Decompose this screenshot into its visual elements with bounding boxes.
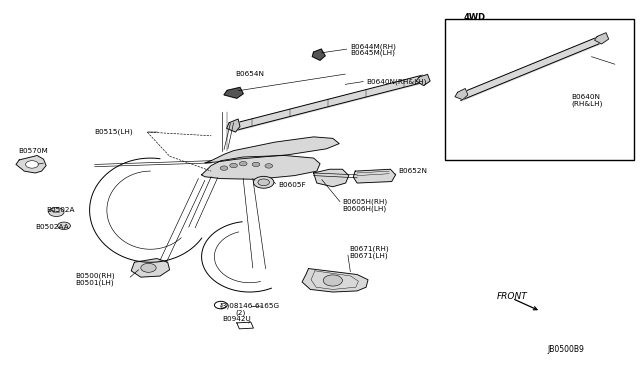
Text: 4WD: 4WD bbox=[463, 13, 486, 22]
Text: B0942U: B0942U bbox=[223, 316, 252, 322]
Text: B0500(RH): B0500(RH) bbox=[76, 273, 115, 279]
Bar bbox=[445, 19, 634, 160]
Text: (3)08146-6165G: (3)08146-6165G bbox=[220, 302, 280, 309]
Text: B0654N: B0654N bbox=[236, 71, 264, 77]
Polygon shape bbox=[416, 74, 430, 86]
Text: B0645M(LH): B0645M(LH) bbox=[351, 50, 396, 57]
Polygon shape bbox=[205, 137, 339, 163]
Circle shape bbox=[265, 164, 273, 168]
Polygon shape bbox=[227, 119, 240, 132]
Text: B0605H(RH): B0605H(RH) bbox=[342, 198, 388, 205]
Circle shape bbox=[252, 162, 260, 167]
Polygon shape bbox=[16, 155, 46, 173]
Circle shape bbox=[26, 161, 38, 168]
Polygon shape bbox=[202, 155, 320, 179]
Polygon shape bbox=[312, 49, 325, 60]
Polygon shape bbox=[314, 169, 349, 187]
Text: B0644M(RH): B0644M(RH) bbox=[351, 43, 397, 50]
Circle shape bbox=[258, 179, 269, 186]
Polygon shape bbox=[455, 89, 468, 100]
Text: 3: 3 bbox=[220, 302, 222, 308]
Circle shape bbox=[220, 166, 228, 170]
Text: B0606H(LH): B0606H(LH) bbox=[342, 205, 387, 212]
Text: (2): (2) bbox=[236, 309, 246, 316]
Text: B0640N(RH&LH): B0640N(RH&LH) bbox=[367, 78, 427, 85]
Text: B0652N: B0652N bbox=[398, 168, 427, 174]
Text: FRONT: FRONT bbox=[497, 292, 527, 301]
Text: B0605F: B0605F bbox=[278, 182, 306, 188]
Circle shape bbox=[58, 222, 70, 230]
Circle shape bbox=[230, 163, 237, 168]
Circle shape bbox=[253, 176, 274, 188]
Text: B0640N: B0640N bbox=[571, 94, 600, 100]
Text: B0515(LH): B0515(LH) bbox=[95, 129, 133, 135]
Polygon shape bbox=[237, 322, 253, 329]
Text: JB0500B9: JB0500B9 bbox=[547, 345, 584, 354]
Text: B0502AA: B0502AA bbox=[35, 224, 69, 230]
Text: B0501(LH): B0501(LH) bbox=[76, 279, 114, 286]
Circle shape bbox=[141, 263, 156, 272]
Text: B0570M: B0570M bbox=[18, 148, 47, 154]
Text: B0671(RH): B0671(RH) bbox=[349, 246, 388, 253]
Circle shape bbox=[49, 208, 64, 217]
Polygon shape bbox=[131, 259, 170, 277]
Polygon shape bbox=[595, 33, 609, 44]
Circle shape bbox=[323, 275, 342, 286]
Circle shape bbox=[214, 301, 227, 309]
Text: B0671(LH): B0671(LH) bbox=[349, 253, 387, 259]
Polygon shape bbox=[224, 87, 243, 98]
Circle shape bbox=[239, 161, 247, 166]
Text: (RH&LH): (RH&LH) bbox=[571, 100, 602, 107]
Polygon shape bbox=[353, 169, 396, 183]
Polygon shape bbox=[302, 269, 368, 292]
Text: B0502A: B0502A bbox=[46, 207, 75, 213]
